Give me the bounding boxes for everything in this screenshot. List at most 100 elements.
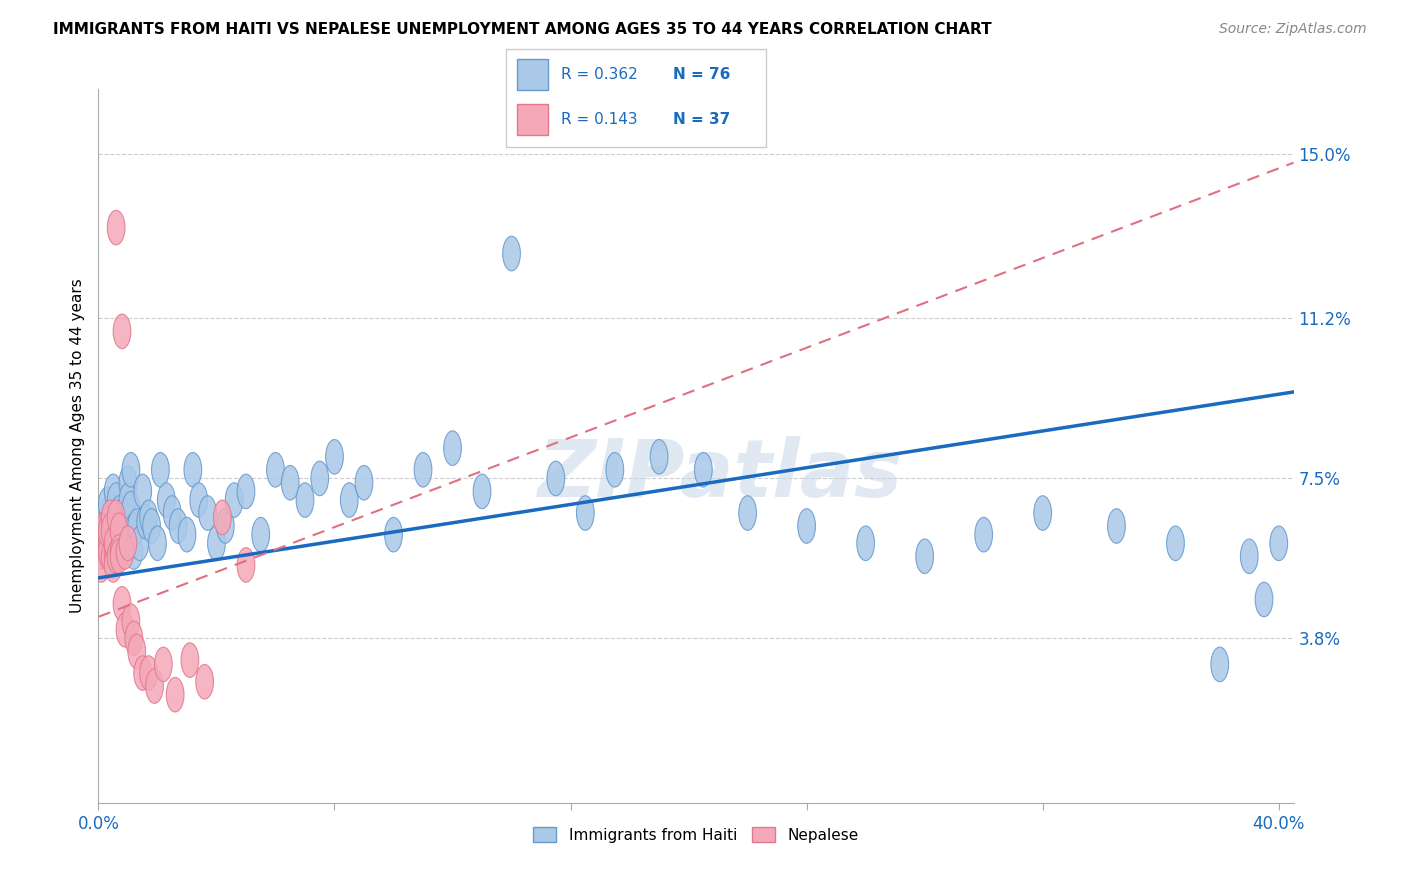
Ellipse shape (184, 452, 201, 487)
Text: R = 0.362: R = 0.362 (561, 67, 637, 82)
Ellipse shape (157, 483, 176, 517)
Ellipse shape (134, 475, 152, 508)
Ellipse shape (606, 452, 624, 487)
Ellipse shape (252, 517, 270, 552)
Ellipse shape (93, 534, 110, 569)
Ellipse shape (142, 508, 160, 543)
Ellipse shape (107, 500, 125, 534)
Ellipse shape (915, 539, 934, 574)
Ellipse shape (104, 526, 122, 560)
Ellipse shape (297, 483, 314, 517)
Ellipse shape (96, 500, 112, 534)
Ellipse shape (198, 496, 217, 531)
Ellipse shape (101, 504, 120, 539)
Ellipse shape (238, 548, 254, 582)
Ellipse shape (415, 452, 432, 487)
Ellipse shape (149, 526, 166, 560)
Ellipse shape (101, 500, 120, 534)
Ellipse shape (101, 539, 120, 574)
Ellipse shape (326, 440, 343, 475)
Ellipse shape (214, 500, 231, 534)
Ellipse shape (101, 513, 120, 548)
Ellipse shape (134, 656, 152, 690)
Ellipse shape (125, 513, 142, 548)
Ellipse shape (1108, 508, 1125, 543)
Legend: Immigrants from Haiti, Nepalese: Immigrants from Haiti, Nepalese (527, 821, 865, 848)
Text: Source: ZipAtlas.com: Source: ZipAtlas.com (1219, 22, 1367, 37)
FancyBboxPatch shape (506, 49, 766, 147)
Ellipse shape (1240, 539, 1258, 574)
Ellipse shape (120, 526, 136, 560)
Ellipse shape (125, 621, 142, 656)
Ellipse shape (104, 548, 122, 582)
Ellipse shape (139, 500, 157, 534)
Ellipse shape (128, 634, 146, 669)
Ellipse shape (120, 483, 136, 517)
Ellipse shape (131, 526, 149, 560)
Ellipse shape (195, 665, 214, 699)
Ellipse shape (1167, 526, 1184, 560)
Ellipse shape (110, 517, 128, 552)
Ellipse shape (104, 543, 122, 578)
Bar (516, 104, 548, 136)
Ellipse shape (96, 526, 112, 560)
Ellipse shape (1033, 496, 1052, 531)
Ellipse shape (122, 604, 139, 639)
Ellipse shape (98, 513, 117, 548)
Ellipse shape (225, 483, 243, 517)
Ellipse shape (120, 526, 136, 560)
Ellipse shape (1270, 526, 1288, 560)
Ellipse shape (112, 314, 131, 349)
Ellipse shape (281, 466, 299, 500)
Ellipse shape (311, 461, 329, 496)
Ellipse shape (217, 508, 235, 543)
Ellipse shape (503, 236, 520, 271)
Text: N = 76: N = 76 (672, 67, 730, 82)
Ellipse shape (238, 475, 254, 508)
Text: IMMIGRANTS FROM HAITI VS NEPALESE UNEMPLOYMENT AMONG AGES 35 TO 44 YEARS CORRELA: IMMIGRANTS FROM HAITI VS NEPALESE UNEMPL… (53, 22, 993, 37)
Ellipse shape (356, 466, 373, 500)
Ellipse shape (110, 539, 128, 574)
Ellipse shape (110, 496, 128, 531)
Ellipse shape (110, 513, 128, 548)
Ellipse shape (444, 431, 461, 466)
Ellipse shape (107, 483, 125, 517)
Text: ZIPatlas: ZIPatlas (537, 435, 903, 514)
Ellipse shape (122, 452, 139, 487)
Ellipse shape (208, 526, 225, 560)
Ellipse shape (385, 517, 402, 552)
Ellipse shape (695, 452, 713, 487)
Ellipse shape (166, 677, 184, 712)
Ellipse shape (98, 534, 117, 569)
Ellipse shape (576, 496, 595, 531)
Ellipse shape (267, 452, 284, 487)
Ellipse shape (96, 526, 112, 560)
Ellipse shape (98, 487, 117, 522)
Ellipse shape (117, 496, 134, 531)
Ellipse shape (169, 508, 187, 543)
Ellipse shape (117, 613, 134, 647)
Ellipse shape (112, 500, 131, 534)
Ellipse shape (155, 647, 172, 681)
Ellipse shape (110, 534, 128, 569)
Ellipse shape (340, 483, 359, 517)
Ellipse shape (117, 534, 134, 569)
Ellipse shape (139, 656, 157, 690)
Ellipse shape (128, 508, 146, 543)
Ellipse shape (117, 517, 134, 552)
Bar (516, 59, 548, 90)
Ellipse shape (101, 526, 120, 560)
Ellipse shape (152, 452, 169, 487)
Ellipse shape (179, 517, 195, 552)
Ellipse shape (1211, 647, 1229, 681)
Ellipse shape (112, 587, 131, 621)
Ellipse shape (107, 211, 125, 245)
Ellipse shape (104, 534, 122, 569)
Ellipse shape (136, 504, 155, 539)
Ellipse shape (110, 531, 128, 565)
Ellipse shape (122, 491, 139, 526)
Text: N = 37: N = 37 (672, 112, 730, 128)
Ellipse shape (181, 643, 198, 677)
Ellipse shape (96, 513, 112, 548)
Ellipse shape (112, 508, 131, 543)
